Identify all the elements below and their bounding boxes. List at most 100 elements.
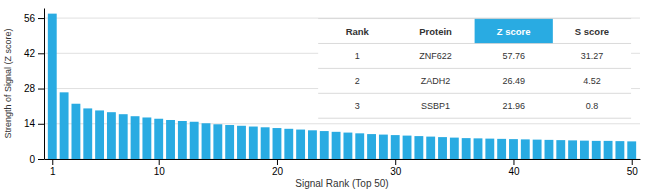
bar: [237, 126, 246, 159]
y-tick: 14: [24, 118, 44, 129]
y-tick-label: 42: [24, 48, 36, 59]
x-axis-title: Signal Rank (Top 50): [295, 178, 388, 189]
y-tick: 28: [24, 83, 44, 94]
x-tick: 10: [154, 159, 166, 177]
x-tick: 30: [390, 159, 402, 177]
bar: [556, 140, 565, 159]
y-axis-title: Strength of Signal (Z score): [3, 28, 13, 138]
table-cell: 26.49: [502, 76, 525, 86]
bar: [545, 140, 554, 159]
y-tick-mark: [38, 124, 44, 125]
y-tick: 42: [24, 48, 44, 59]
table-cell: 0.8: [586, 101, 599, 111]
bar: [580, 141, 589, 159]
x-tick: 1: [50, 159, 56, 177]
bar: [60, 92, 69, 159]
bar: [426, 137, 435, 159]
bar: [379, 135, 388, 159]
bar: [273, 128, 282, 159]
table-rule: [318, 118, 631, 119]
table-cell: 2: [355, 76, 360, 86]
table-rule: [318, 43, 631, 44]
table-cell: 3: [355, 101, 360, 111]
x-tick-label: 40: [508, 166, 520, 177]
chart: 1 10 20 30 40 50 0 14 28 42 56 Signal Rank (Top 50)…: [0, 0, 650, 191]
bar: [202, 123, 211, 159]
table-cell: 1: [355, 51, 360, 61]
x-tick-mark: [52, 159, 53, 165]
table-header: Protein: [419, 26, 452, 37]
bar: [131, 116, 140, 159]
x-tick: 20: [272, 159, 284, 177]
bar: [497, 139, 506, 159]
bar: [261, 127, 270, 159]
x-tick-label: 30: [390, 166, 402, 177]
table-header: Z score: [497, 26, 531, 37]
bar: [284, 129, 293, 159]
table-header: S score: [575, 26, 609, 37]
bar: [391, 135, 400, 159]
y-axis: 0 14 28 42 56: [24, 9, 45, 165]
bar: [414, 136, 423, 159]
table-cell: SSBP1: [421, 101, 450, 111]
bar: [332, 132, 341, 159]
bar: [403, 136, 412, 159]
x-tick: 40: [508, 159, 520, 177]
bar: [119, 114, 128, 159]
bar: [95, 110, 104, 159]
table-header: Rank: [346, 26, 370, 37]
bar: [190, 122, 199, 159]
bar: [320, 131, 329, 159]
table-rule: [318, 68, 631, 69]
table-cell: 31.27: [581, 51, 604, 61]
bar: [296, 130, 305, 159]
bar: [474, 138, 483, 159]
bar: [166, 120, 175, 159]
x-axis-line: [45, 159, 641, 160]
table-background: [318, 19, 631, 119]
bar: [48, 14, 57, 159]
table-rule: [318, 18, 631, 19]
bar: [343, 133, 352, 159]
bar: [249, 127, 258, 159]
x-tick-mark: [513, 159, 514, 165]
table-cell: 21.96: [502, 101, 525, 111]
bar: [213, 124, 222, 159]
y-tick-label: 0: [29, 154, 35, 165]
bar: [438, 137, 447, 159]
x-tick-mark: [395, 159, 396, 165]
table-header-highlight: [475, 19, 553, 44]
bar: [592, 141, 601, 159]
bar: [509, 139, 518, 159]
bar: [627, 141, 636, 159]
x-tick-label: 10: [154, 166, 166, 177]
bar: [568, 140, 577, 159]
y-tick-mark: [38, 53, 44, 54]
bar: [604, 141, 613, 159]
bar: [225, 125, 234, 159]
y-tick-mark: [38, 89, 44, 90]
y-axis-line: [44, 9, 45, 160]
bar: [178, 121, 187, 159]
bar: [615, 141, 624, 159]
bar: [462, 138, 471, 159]
x-tick-mark: [632, 159, 633, 165]
x-axis: 1 10 20 30 40 50: [45, 159, 641, 177]
bar: [107, 112, 116, 159]
bar: [521, 139, 530, 159]
x-tick-label: 20: [272, 166, 284, 177]
y-tick-label: 28: [24, 83, 36, 94]
bar: [450, 138, 459, 159]
y-tick: 56: [24, 13, 44, 24]
bar: [355, 133, 364, 159]
table-rule: [318, 93, 631, 94]
x-tick: 50: [627, 159, 639, 177]
table-cell: 57.76: [502, 51, 525, 61]
bar: [83, 108, 92, 159]
bar: [142, 117, 151, 159]
y-tick: 0: [29, 154, 44, 165]
y-tick-mark: [38, 18, 44, 19]
x-tick-label: 50: [627, 166, 639, 177]
grid: [44, 18, 640, 159]
y-tick-label: 14: [24, 118, 36, 129]
